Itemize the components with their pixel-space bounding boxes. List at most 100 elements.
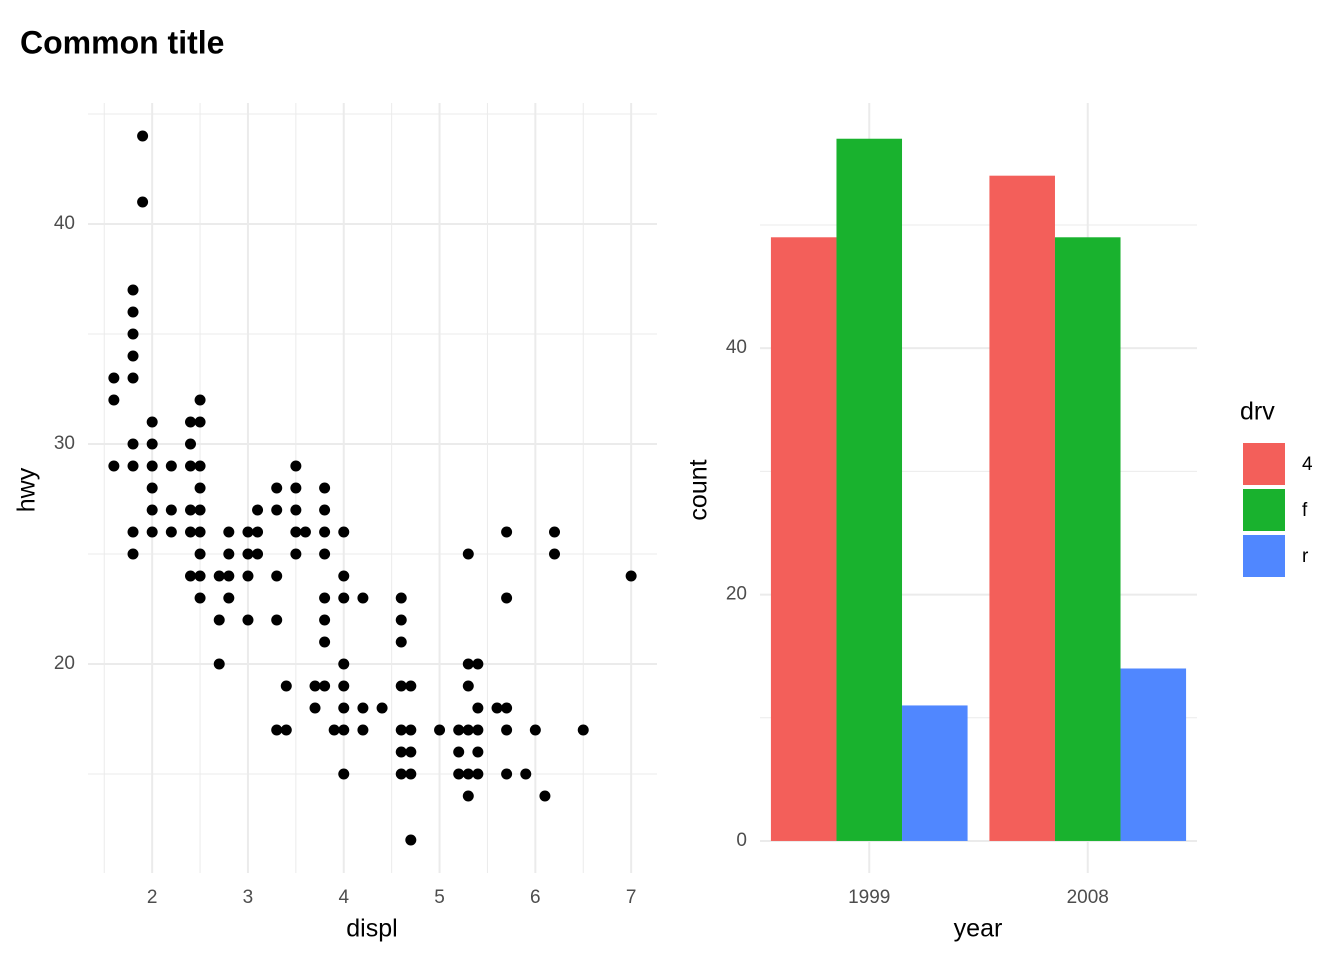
bar [1120, 668, 1187, 841]
point [223, 548, 235, 560]
point [319, 636, 331, 648]
point [127, 438, 139, 450]
x-tick-label: 6 [530, 887, 541, 908]
point [625, 570, 637, 582]
point [395, 636, 407, 648]
point [395, 746, 407, 758]
point [165, 526, 177, 538]
point [357, 724, 369, 736]
point [501, 768, 513, 780]
point [127, 306, 139, 318]
point [271, 570, 283, 582]
x-axis-title: year [954, 915, 1003, 943]
legend-label: r [1302, 546, 1309, 567]
point [319, 526, 331, 538]
point [194, 482, 206, 494]
point [137, 196, 149, 208]
point [290, 460, 302, 472]
y-axis-title: hwy [13, 467, 41, 512]
point [280, 680, 292, 692]
point [319, 548, 331, 560]
point [223, 526, 235, 538]
legend-label: f [1302, 500, 1308, 521]
point [472, 724, 484, 736]
point [453, 746, 465, 758]
legend-key [1243, 489, 1285, 531]
point [184, 526, 196, 538]
point [137, 130, 149, 142]
point [194, 570, 206, 582]
point [271, 482, 283, 494]
x-tick-label: 4 [338, 887, 349, 908]
y-tick-label: 40 [726, 337, 747, 358]
x-tick-label: 7 [626, 887, 637, 908]
y-tick-label: 20 [726, 584, 747, 605]
point [309, 680, 321, 692]
point [146, 504, 158, 516]
point [127, 526, 139, 538]
point [472, 658, 484, 670]
point [127, 460, 139, 472]
point [501, 702, 513, 714]
point [577, 724, 589, 736]
point [501, 526, 513, 538]
point [395, 680, 407, 692]
point [194, 460, 206, 472]
bar [1054, 237, 1121, 841]
x-tick-label: 3 [243, 887, 254, 908]
point [290, 526, 302, 538]
point [395, 724, 407, 736]
point [213, 570, 225, 582]
point [491, 702, 503, 714]
point [501, 724, 513, 736]
point [242, 548, 254, 560]
point [549, 548, 561, 560]
point [127, 284, 139, 296]
point [290, 504, 302, 516]
point [472, 768, 484, 780]
point [290, 548, 302, 560]
point [213, 658, 225, 670]
point [194, 416, 206, 428]
point [405, 724, 417, 736]
point [462, 680, 474, 692]
x-axis-title: displ [346, 915, 397, 943]
point [395, 768, 407, 780]
point [223, 570, 235, 582]
point [213, 614, 225, 626]
point [434, 724, 446, 736]
point [108, 460, 120, 472]
point [549, 526, 561, 538]
point [462, 790, 474, 802]
point [108, 394, 120, 406]
point [395, 592, 407, 604]
y-tick-label: 30 [54, 433, 75, 454]
point [184, 570, 196, 582]
point [357, 702, 369, 714]
y-tick-label: 20 [54, 653, 75, 674]
point [108, 372, 120, 384]
point [271, 614, 283, 626]
point [127, 372, 139, 384]
point [146, 460, 158, 472]
bar [836, 138, 903, 841]
y-tick-label: 40 [54, 213, 75, 234]
point [127, 328, 139, 340]
point [184, 416, 196, 428]
point [319, 482, 331, 494]
bar [902, 705, 968, 841]
x-tick-label: 1999 [848, 887, 890, 908]
point [194, 526, 206, 538]
bar [770, 237, 837, 841]
point [539, 790, 551, 802]
point [395, 614, 407, 626]
point [299, 526, 311, 538]
point [405, 834, 417, 846]
point [271, 724, 283, 736]
point [242, 570, 254, 582]
point [146, 482, 158, 494]
point [338, 592, 350, 604]
point [271, 504, 283, 516]
point [165, 504, 177, 516]
point [280, 724, 292, 736]
